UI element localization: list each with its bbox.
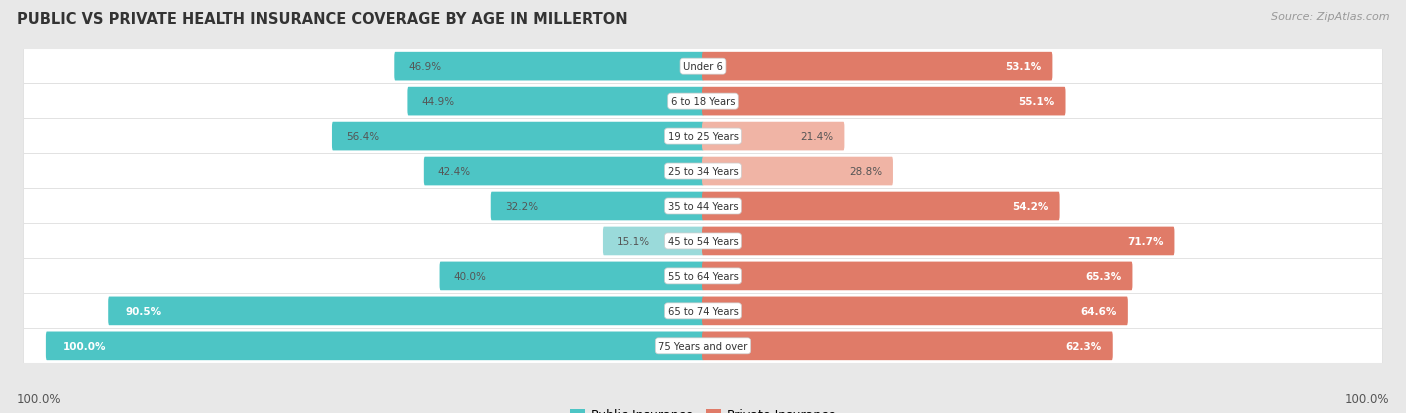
FancyBboxPatch shape [394,53,704,81]
Text: 55.1%: 55.1% [1018,97,1054,107]
Text: 100.0%: 100.0% [63,341,107,351]
FancyBboxPatch shape [24,119,1382,154]
FancyBboxPatch shape [24,84,1382,119]
FancyBboxPatch shape [702,297,1128,325]
Text: 42.4%: 42.4% [437,166,471,177]
Text: 40.0%: 40.0% [454,271,486,281]
FancyBboxPatch shape [24,329,1382,363]
Text: Under 6: Under 6 [683,62,723,72]
Text: 100.0%: 100.0% [1344,392,1389,405]
FancyBboxPatch shape [24,259,1382,294]
FancyBboxPatch shape [24,224,1382,259]
Text: 45 to 54 Years: 45 to 54 Years [668,236,738,247]
Text: 56.4%: 56.4% [346,132,380,142]
Text: 54.2%: 54.2% [1012,202,1049,211]
FancyBboxPatch shape [24,294,1382,329]
Text: 62.3%: 62.3% [1066,341,1102,351]
Text: 19 to 25 Years: 19 to 25 Years [668,132,738,142]
FancyBboxPatch shape [24,154,1382,189]
Text: 28.8%: 28.8% [849,166,882,177]
Text: 90.5%: 90.5% [125,306,162,316]
FancyBboxPatch shape [702,157,893,186]
FancyBboxPatch shape [408,88,704,116]
Text: 64.6%: 64.6% [1081,306,1116,316]
FancyBboxPatch shape [702,192,1060,221]
Text: 65.3%: 65.3% [1085,271,1122,281]
FancyBboxPatch shape [702,53,1052,81]
FancyBboxPatch shape [108,297,704,325]
FancyBboxPatch shape [440,262,704,291]
FancyBboxPatch shape [603,227,704,256]
Text: 21.4%: 21.4% [800,132,834,142]
Text: PUBLIC VS PRIVATE HEALTH INSURANCE COVERAGE BY AGE IN MILLERTON: PUBLIC VS PRIVATE HEALTH INSURANCE COVER… [17,12,627,27]
Text: 35 to 44 Years: 35 to 44 Years [668,202,738,211]
FancyBboxPatch shape [423,157,704,186]
Text: 53.1%: 53.1% [1005,62,1042,72]
Text: 75 Years and over: 75 Years and over [658,341,748,351]
Text: 46.9%: 46.9% [408,62,441,72]
Text: 71.7%: 71.7% [1128,236,1164,247]
FancyBboxPatch shape [24,189,1382,224]
Text: 100.0%: 100.0% [17,392,62,405]
Text: 32.2%: 32.2% [505,202,538,211]
FancyBboxPatch shape [702,88,1066,116]
Text: 65 to 74 Years: 65 to 74 Years [668,306,738,316]
FancyBboxPatch shape [702,122,845,151]
Text: 44.9%: 44.9% [422,97,454,107]
Text: Source: ZipAtlas.com: Source: ZipAtlas.com [1271,12,1389,22]
FancyBboxPatch shape [702,262,1132,291]
FancyBboxPatch shape [491,192,704,221]
Legend: Public Insurance, Private Insurance: Public Insurance, Private Insurance [565,404,841,413]
FancyBboxPatch shape [702,332,1112,360]
Text: 6 to 18 Years: 6 to 18 Years [671,97,735,107]
Text: 25 to 34 Years: 25 to 34 Years [668,166,738,177]
Text: 15.1%: 15.1% [617,236,650,247]
FancyBboxPatch shape [702,227,1174,256]
FancyBboxPatch shape [332,122,704,151]
FancyBboxPatch shape [46,332,704,360]
FancyBboxPatch shape [24,50,1382,84]
Text: 55 to 64 Years: 55 to 64 Years [668,271,738,281]
